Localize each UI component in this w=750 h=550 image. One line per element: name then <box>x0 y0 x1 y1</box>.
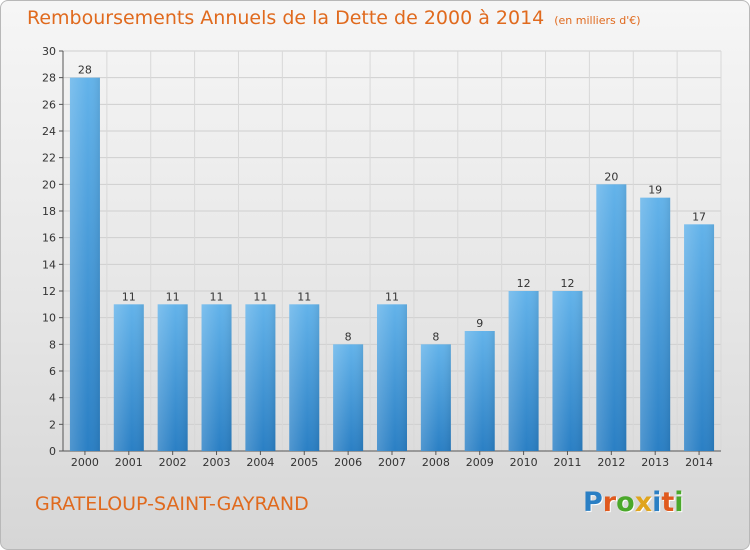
x-tick-label: 2014 <box>685 456 713 469</box>
chart-title: Remboursements Annuels de la Dette de 20… <box>27 7 641 29</box>
y-tick-label: 8 <box>49 338 56 351</box>
data-label: 19 <box>648 184 662 197</box>
data-label: 11 <box>210 290 224 303</box>
y-tick-label: 2 <box>49 418 56 431</box>
x-tick-label: 2008 <box>422 456 450 469</box>
bar-shade <box>69 77 100 452</box>
data-label: 8 <box>345 330 352 343</box>
y-tick-label: 6 <box>49 365 56 378</box>
y-tick-label: 18 <box>42 205 56 218</box>
bars <box>69 77 715 452</box>
bar-shade <box>289 304 320 451</box>
chart-title-text: Remboursements Annuels de la Dette de 20… <box>27 7 545 29</box>
y-tick-label: 14 <box>42 258 56 271</box>
y-tick-label: 10 <box>42 312 56 325</box>
y-tick-label: 30 <box>42 45 56 58</box>
data-label: 11 <box>166 290 180 303</box>
bar-shade <box>596 184 627 452</box>
y-tick-label: 24 <box>42 125 56 138</box>
x-tick-label: 2000 <box>71 456 99 469</box>
bar-shade <box>640 197 671 451</box>
y-tick-label: 26 <box>42 98 56 111</box>
x-tick-label: 2007 <box>378 456 406 469</box>
x-tick-label: 2010 <box>510 456 538 469</box>
data-label: 17 <box>692 210 706 223</box>
x-tick-label: 2009 <box>466 456 494 469</box>
data-label: 12 <box>517 277 531 290</box>
data-labels: 28 11 11 11 11 11 8 11 8 9 12 12 20 19 17 <box>78 64 706 344</box>
data-label: 9 <box>476 317 483 330</box>
data-label: 28 <box>78 64 92 77</box>
data-label: 11 <box>122 290 136 303</box>
bar-shade <box>552 291 583 451</box>
x-tick-label: 2012 <box>597 456 625 469</box>
x-tick-label: 2013 <box>641 456 669 469</box>
logo-letter: i <box>674 487 684 518</box>
data-label: 12 <box>560 277 574 290</box>
y-tick-label: 22 <box>42 152 56 165</box>
bar-shade <box>333 344 364 451</box>
y-tick-label: 20 <box>42 178 56 191</box>
data-label: 11 <box>297 290 311 303</box>
y-tick-label: 0 <box>49 445 56 458</box>
bar-shade <box>157 304 188 451</box>
x-tick-label: 2003 <box>203 456 231 469</box>
y-tick-label: 16 <box>42 232 56 245</box>
x-tick-label: 2002 <box>159 456 187 469</box>
x-tick-label: 2001 <box>115 456 143 469</box>
x-tick-label: 2004 <box>246 456 274 469</box>
data-label: 8 <box>432 330 439 343</box>
logo-letter: x <box>634 487 653 518</box>
logo-letter: i <box>652 487 662 518</box>
bar-shade <box>420 344 451 451</box>
x-tick-label: 2011 <box>553 456 581 469</box>
data-label: 20 <box>604 170 618 183</box>
logo-letter: t <box>661 487 675 518</box>
x-tick-label: 2005 <box>290 456 318 469</box>
bar-shade <box>245 304 276 451</box>
bar-shade <box>113 304 144 451</box>
bar-shade <box>684 224 715 451</box>
logo-letter: o <box>616 487 635 518</box>
bar-shade <box>201 304 232 451</box>
y-tick-label: 28 <box>42 72 56 85</box>
data-label: 11 <box>253 290 267 303</box>
proxiti-logo: Proxiti <box>583 487 684 518</box>
logo-letter: P <box>583 487 603 518</box>
y-tick-label: 4 <box>49 392 56 405</box>
data-label: 11 <box>385 290 399 303</box>
bar-shade <box>508 291 539 451</box>
bar-shade <box>377 304 407 451</box>
y-tick-label: 12 <box>42 285 56 298</box>
logo-letter: r <box>602 487 617 518</box>
x-tick-label: 2006 <box>334 456 362 469</box>
bar-shade <box>464 331 495 451</box>
commune-name: GRATELOUP-SAINT-GAYRAND <box>35 493 309 515</box>
chart-subtitle: (en milliers d'€) <box>554 14 641 27</box>
